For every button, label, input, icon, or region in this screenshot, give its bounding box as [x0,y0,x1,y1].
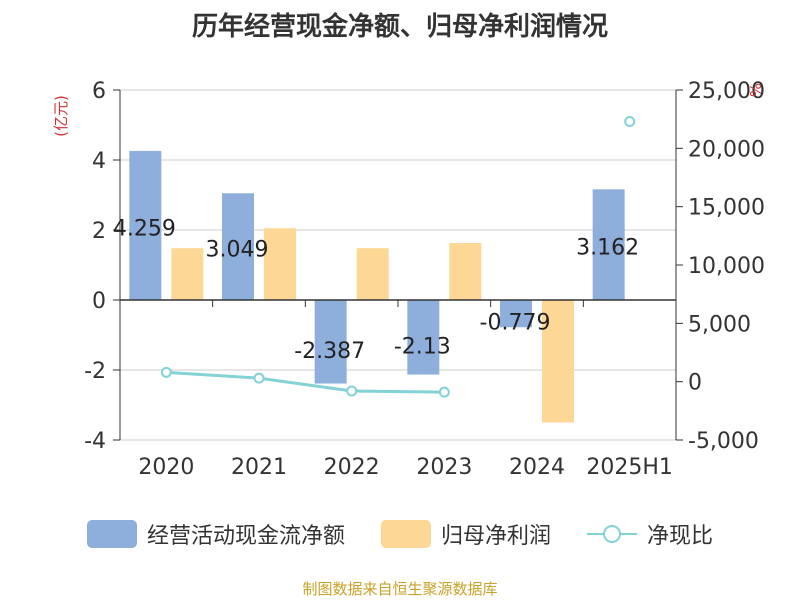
right-tick-label: 20,000 [688,137,765,162]
left-tick-label: -4 [84,429,106,454]
x-tick-label: 2023 [416,455,472,480]
bar-cash [222,193,254,300]
ratio-point [346,385,358,397]
left-tick-label: 0 [92,289,106,314]
legend-label-cash: 经营活动现金流净额 [146,524,345,549]
bar-profit [542,300,574,423]
bar-profit [264,228,296,300]
x-tick-label: 2025H1 [586,455,673,480]
ratio-point [160,366,172,378]
data-label-cash: -2.387 [294,339,365,364]
data-label-cash: 3.049 [206,238,269,263]
bar-profit [356,248,389,300]
bar-cash [407,300,440,375]
ratio-line [166,370,445,394]
ratio-point [438,386,450,398]
right-tick-label: 0 [688,371,702,396]
legend-label-ratio: 净现比 [647,524,714,549]
bar-cash [129,150,162,300]
ratio-point [253,372,265,384]
legend-swatch-cash [86,520,137,548]
legend-item-profit[interactable]: 归母净利润 [380,518,551,550]
legend-item-cash[interactable]: 经营活动现金流净额 [86,518,345,550]
bar-cash [500,300,532,328]
right-tick-label: 25,000 [688,79,765,104]
bar-cash [592,189,625,300]
right-axis-unit: % [746,83,764,97]
x-tick-label: 2020 [138,455,194,480]
left-tick-label: 4 [92,149,106,174]
left-axis-unit: (亿元) [52,95,70,137]
x-tick-label: 2022 [324,455,380,480]
bar-cash [314,300,347,384]
data-label-cash: 3.162 [576,236,639,261]
source-note: 制图数据来自恒生聚源数据库 [302,580,498,598]
legend-swatch-profit [380,520,431,548]
right-tick-label: 5,000 [688,312,751,337]
left-tick-label: 2 [92,219,106,244]
legend-item-ratio[interactable]: 净现比 [587,518,713,550]
ratio-point [624,116,636,127]
data-label-cash: -0.779 [480,311,551,336]
x-tick-label: 2021 [231,455,287,480]
data-label-cash: 4.259 [113,216,176,241]
bar-profit [171,248,204,300]
legend-label-profit: 归母净利润 [440,524,551,549]
right-tick-label: 10,000 [688,254,765,279]
x-tick-label: 2024 [509,455,565,480]
right-tick-label: -5,000 [688,429,759,454]
left-tick-label: -2 [84,359,106,384]
chart-legend: 经营活动现金流净额 归母净利润 净现比 [0,518,800,550]
left-tick-label: 6 [92,79,106,104]
right-tick-label: 15,000 [688,196,765,221]
data-label-cash: -2.13 [394,334,451,359]
bar-profit [449,242,482,300]
chart-title: 历年经营现金净额、归母净利润情况 [191,12,608,42]
legend-swatch-ratio [587,520,637,548]
